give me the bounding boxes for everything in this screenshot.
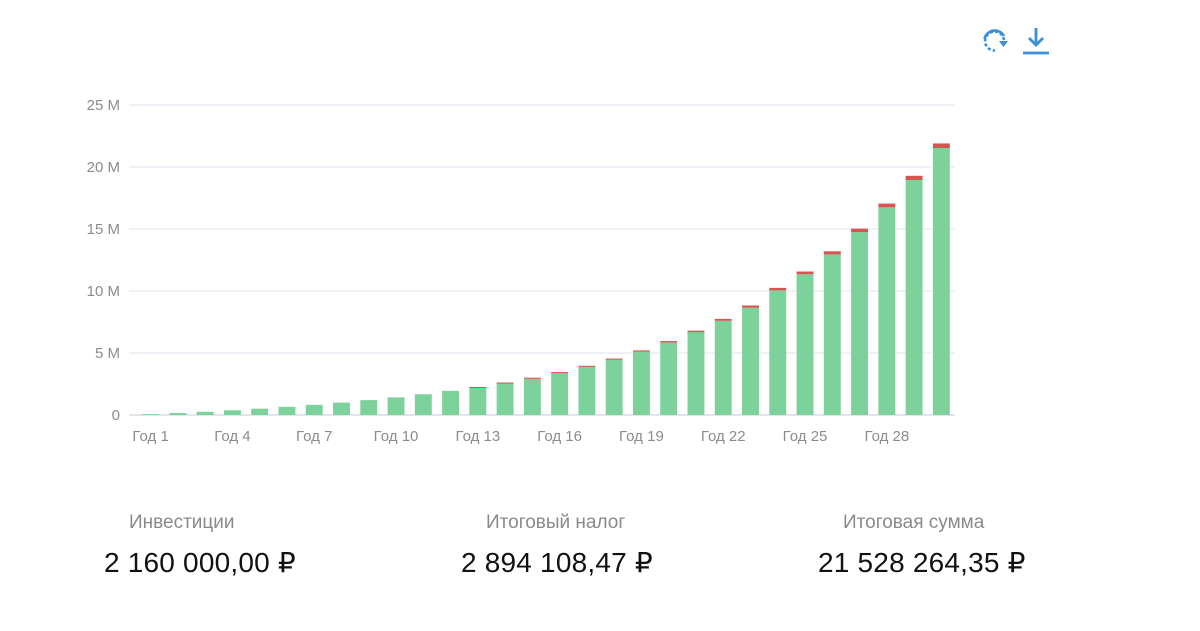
tax-label: Итоговый налог bbox=[486, 512, 626, 533]
bar-amount[interactable] bbox=[578, 366, 596, 415]
bar-amount[interactable] bbox=[932, 148, 950, 415]
bar-amount[interactable] bbox=[551, 372, 569, 415]
x-tick-label: Год 13 bbox=[455, 428, 500, 445]
download-button[interactable] bbox=[1019, 24, 1053, 58]
bar-tax[interactable] bbox=[932, 143, 950, 149]
y-tick-label: 0 bbox=[112, 407, 120, 424]
bar-amount[interactable] bbox=[823, 254, 841, 415]
bar-tax[interactable] bbox=[714, 318, 732, 321]
download-icon bbox=[1023, 28, 1049, 55]
bar-amount[interactable] bbox=[196, 411, 214, 415]
bar-tax[interactable] bbox=[905, 175, 923, 181]
bar-amount[interactable] bbox=[796, 274, 814, 415]
bar-amount[interactable] bbox=[469, 387, 487, 415]
bar-amount[interactable] bbox=[905, 180, 923, 415]
y-tick-label: 10 M bbox=[87, 283, 120, 300]
investments-label: Инвестиции bbox=[129, 512, 235, 533]
bar-amount[interactable] bbox=[878, 207, 896, 415]
bar-tax[interactable] bbox=[632, 350, 650, 352]
bar-amount[interactable] bbox=[278, 406, 296, 415]
total-label: Итоговая сумма bbox=[843, 512, 985, 533]
bar-amount[interactable] bbox=[742, 307, 759, 415]
x-tick-label: Год 25 bbox=[783, 428, 828, 445]
bar-amount[interactable] bbox=[223, 410, 241, 415]
tax-value: 2 894 108,47 ₽ bbox=[461, 547, 653, 578]
bar-amount[interactable] bbox=[660, 342, 678, 415]
bar-amount[interactable] bbox=[387, 397, 405, 415]
bar-tax[interactable] bbox=[769, 287, 787, 291]
x-tick-label: Год 4 bbox=[214, 428, 250, 445]
y-tick-label: 20 M bbox=[87, 159, 120, 176]
investments-value: 2 160 000,00 ₽ bbox=[104, 547, 296, 578]
summary-investments: Инвестиции 2 160 000,00 ₽ bbox=[104, 512, 296, 579]
bar-amount[interactable] bbox=[360, 400, 378, 415]
refresh-icon bbox=[983, 29, 1008, 52]
bar-tax[interactable] bbox=[823, 251, 841, 255]
x-tick-label: Год 7 bbox=[296, 428, 332, 445]
bar-amount[interactable] bbox=[523, 378, 541, 415]
bar-amount[interactable] bbox=[496, 382, 514, 415]
x-tick-label: Год 1 bbox=[132, 428, 168, 445]
bar-amount[interactable] bbox=[305, 404, 323, 415]
bar-tax[interactable] bbox=[605, 358, 623, 360]
bar-amount[interactable] bbox=[414, 394, 432, 415]
total-value: 21 528 264,35 ₽ bbox=[818, 547, 1026, 578]
bar-amount[interactable] bbox=[851, 232, 869, 415]
bar-tax[interactable] bbox=[796, 271, 814, 275]
bar-amount[interactable] bbox=[251, 408, 269, 415]
bar-tax[interactable] bbox=[878, 203, 896, 208]
bar-amount[interactable] bbox=[687, 332, 705, 415]
bar-amount[interactable] bbox=[442, 390, 460, 415]
bar-tax[interactable] bbox=[660, 341, 678, 343]
x-tick-label: Год 10 bbox=[374, 428, 419, 445]
bar-tax[interactable] bbox=[469, 386, 487, 388]
x-tick-label: Год 16 bbox=[537, 428, 582, 445]
bar-amount[interactable] bbox=[142, 414, 160, 415]
x-tick-label: Год 22 bbox=[701, 428, 746, 445]
bar-tax[interactable] bbox=[851, 228, 869, 233]
x-tick-label: Год 19 bbox=[619, 428, 664, 445]
bar-amount[interactable] bbox=[714, 320, 732, 415]
bar-tax[interactable] bbox=[578, 365, 596, 367]
bar-amount[interactable] bbox=[605, 359, 623, 415]
y-tick-label: 15 M bbox=[87, 221, 120, 238]
bar-tax[interactable] bbox=[496, 382, 514, 384]
y-tick-label: 25 M bbox=[87, 97, 120, 114]
bar-amount[interactable] bbox=[632, 351, 650, 415]
summary-total: Итоговая сумма 21 528 264,35 ₽ bbox=[818, 512, 1026, 579]
summary-tax: Итоговый налог 2 894 108,47 ₽ bbox=[461, 512, 653, 579]
growth-bar-chart: 0 5 M 10 M 15 M 20 M 25 M Год 1 Год 4 Год 7 Год 1… bbox=[87, 97, 955, 445]
bar-tax[interactable] bbox=[742, 305, 759, 308]
bar-tax[interactable] bbox=[523, 377, 541, 379]
bar-amount[interactable] bbox=[169, 413, 187, 415]
reset-zoom-button[interactable] bbox=[978, 24, 1012, 58]
x-tick-label: Год 28 bbox=[864, 428, 909, 445]
bar-amount[interactable] bbox=[333, 402, 350, 415]
bar-amount[interactable] bbox=[769, 290, 787, 415]
bar-tax[interactable] bbox=[687, 330, 705, 333]
y-tick-label: 5 M bbox=[95, 345, 120, 362]
bar-tax[interactable] bbox=[551, 372, 569, 374]
